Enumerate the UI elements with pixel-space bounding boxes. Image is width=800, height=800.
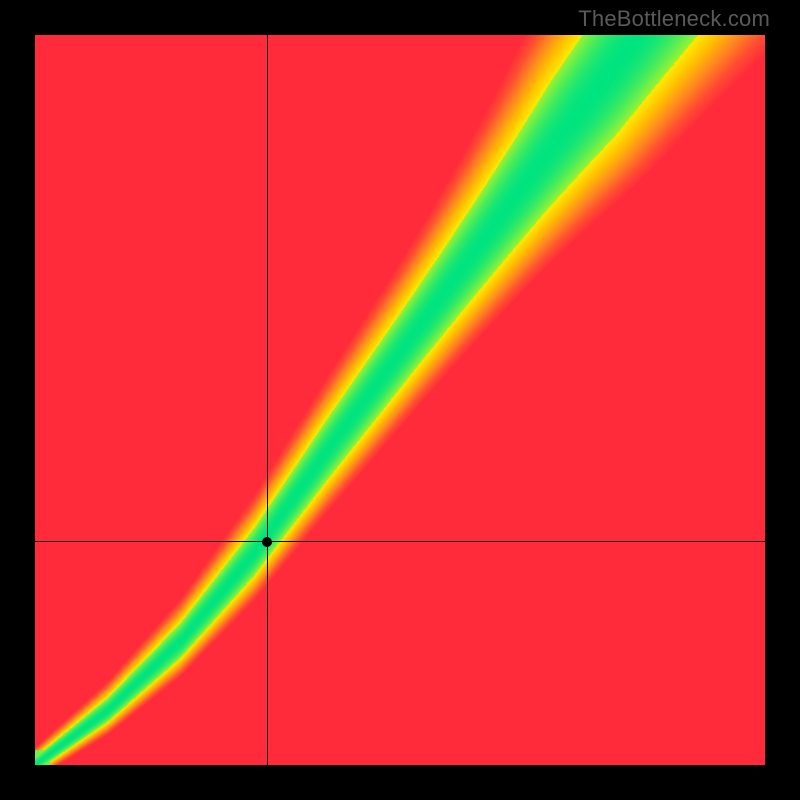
crosshair-horizontal	[35, 541, 765, 542]
heatmap-canvas	[35, 35, 765, 765]
crosshair-vertical	[267, 35, 268, 765]
crosshair-marker	[262, 537, 272, 547]
plot-area	[35, 35, 765, 765]
watermark-text: TheBottleneck.com	[578, 6, 770, 32]
chart-frame: TheBottleneck.com	[0, 0, 800, 800]
